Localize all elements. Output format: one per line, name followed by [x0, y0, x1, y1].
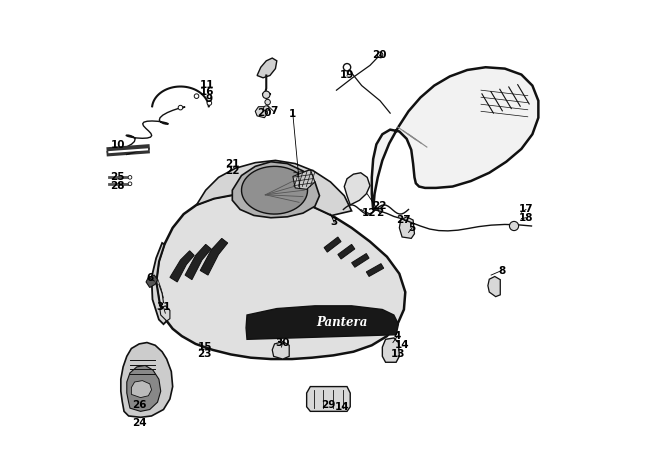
Text: 1: 1 — [289, 109, 296, 119]
Text: 11: 11 — [200, 80, 214, 90]
Text: 24: 24 — [132, 418, 146, 428]
Text: 3: 3 — [331, 217, 338, 227]
Circle shape — [128, 182, 132, 186]
Text: 20: 20 — [372, 50, 386, 60]
Polygon shape — [131, 381, 151, 398]
Text: 21: 21 — [225, 159, 240, 169]
Circle shape — [178, 105, 183, 110]
Text: 4: 4 — [394, 331, 401, 341]
Text: 17: 17 — [519, 205, 533, 214]
Circle shape — [263, 91, 270, 99]
Text: 20: 20 — [257, 108, 272, 118]
Circle shape — [263, 106, 269, 111]
Polygon shape — [257, 58, 277, 78]
Text: 9: 9 — [206, 94, 213, 104]
Polygon shape — [242, 166, 307, 214]
Text: 5: 5 — [409, 223, 416, 233]
Polygon shape — [293, 169, 315, 189]
Polygon shape — [488, 276, 500, 297]
Text: 18: 18 — [519, 213, 533, 223]
Polygon shape — [272, 342, 289, 359]
Text: 31: 31 — [156, 302, 171, 312]
Text: 13: 13 — [391, 350, 406, 359]
Text: 14: 14 — [335, 402, 350, 412]
Text: 2: 2 — [376, 208, 384, 218]
Polygon shape — [372, 67, 538, 209]
Circle shape — [343, 63, 351, 71]
Polygon shape — [156, 194, 406, 359]
Text: 15: 15 — [198, 342, 212, 352]
Text: 22: 22 — [225, 166, 240, 176]
Circle shape — [510, 221, 519, 231]
Text: 16: 16 — [200, 87, 214, 97]
Circle shape — [207, 101, 212, 105]
Text: 7: 7 — [270, 106, 278, 116]
Polygon shape — [232, 162, 320, 218]
Text: 27: 27 — [396, 215, 411, 225]
Text: 12: 12 — [361, 208, 376, 218]
Text: 6: 6 — [146, 273, 153, 283]
Text: Pantera: Pantera — [317, 316, 368, 329]
Polygon shape — [338, 244, 355, 259]
Polygon shape — [127, 365, 161, 411]
Polygon shape — [382, 338, 399, 362]
Text: 28: 28 — [111, 181, 125, 191]
Text: 8: 8 — [498, 265, 505, 275]
Circle shape — [265, 100, 270, 105]
Polygon shape — [121, 343, 173, 417]
Text: 22: 22 — [372, 201, 386, 211]
Text: 14: 14 — [395, 340, 410, 350]
Text: 10: 10 — [111, 140, 125, 150]
Polygon shape — [352, 254, 369, 267]
Polygon shape — [160, 306, 170, 321]
Polygon shape — [185, 244, 211, 280]
Circle shape — [377, 52, 383, 57]
Polygon shape — [324, 237, 341, 252]
Text: 30: 30 — [276, 338, 290, 348]
Polygon shape — [367, 263, 384, 276]
Text: 23: 23 — [198, 350, 212, 359]
Polygon shape — [170, 251, 194, 282]
Polygon shape — [307, 387, 350, 411]
Polygon shape — [399, 217, 415, 238]
Polygon shape — [146, 275, 157, 288]
Text: 19: 19 — [340, 70, 354, 81]
Text: 29: 29 — [322, 400, 336, 410]
Circle shape — [194, 94, 199, 99]
Polygon shape — [344, 173, 370, 205]
Polygon shape — [196, 160, 352, 215]
Text: 25: 25 — [111, 172, 125, 182]
Circle shape — [128, 175, 132, 179]
Text: 26: 26 — [132, 400, 146, 410]
Polygon shape — [151, 243, 166, 324]
Polygon shape — [255, 106, 268, 118]
Polygon shape — [246, 306, 398, 339]
Polygon shape — [200, 238, 227, 275]
